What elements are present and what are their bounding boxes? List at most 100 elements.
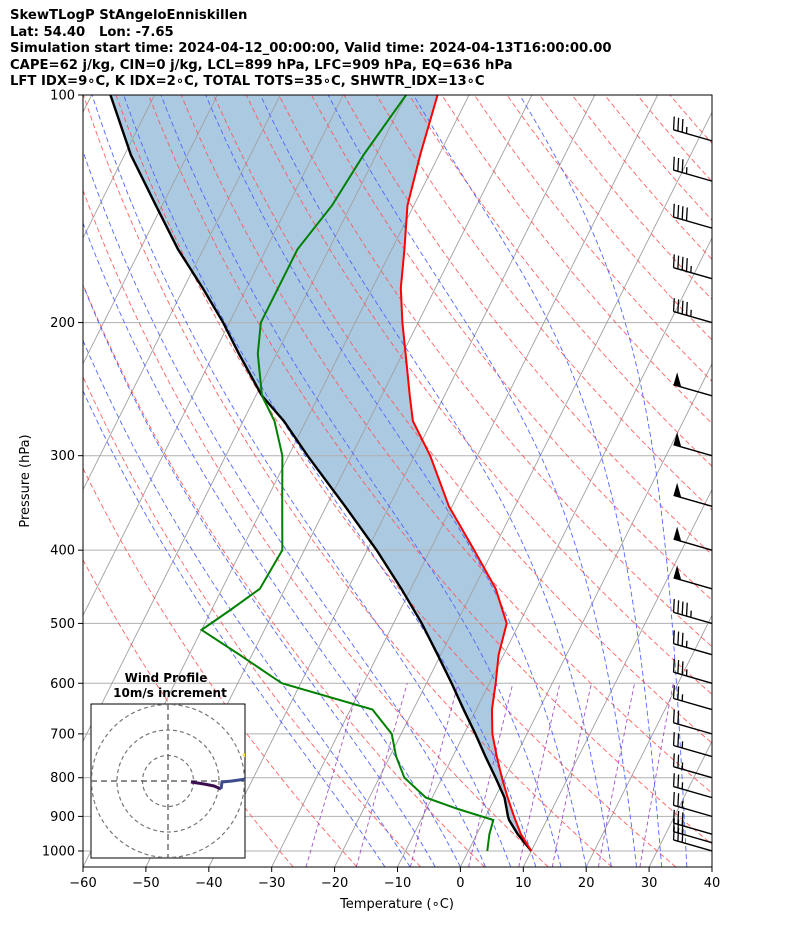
- isotherm-line: [83, 95, 344, 617]
- y-tick-label: 300: [50, 449, 75, 464]
- wind-barb: [672, 791, 713, 818]
- wind-barb-full: [681, 812, 684, 826]
- wind-barb-full: [677, 117, 680, 132]
- wind-barb-full: [681, 632, 684, 647]
- wind-barb-full: [677, 600, 680, 614]
- wind-barb-full: [685, 258, 688, 272]
- x-tick-label: 0: [456, 876, 464, 891]
- header-line-4: CAPE=62 j/kg, CIN=0 j/kg, LCL=899 hPa, L…: [10, 57, 513, 73]
- wind-barb: [673, 526, 713, 551]
- wind-barb: [672, 826, 713, 852]
- wind-barb-flag: [673, 526, 682, 542]
- x-tick-label: −50: [132, 876, 159, 891]
- dry-adiabat-line: [473, 95, 712, 382]
- wind-barb-staff: [673, 785, 713, 799]
- header-line-2: Lat: 54.40 Lon: -7.65: [10, 24, 174, 40]
- wind-barb: [672, 709, 713, 735]
- isotherm-line: [83, 95, 281, 491]
- wind-barb-staff: [673, 642, 713, 656]
- moist-adiabat-line: [413, 95, 663, 867]
- x-axis-label: Temperature (∘C): [339, 897, 454, 912]
- moist-adiabat-line: [83, 389, 386, 867]
- wind-barb-flag: [673, 565, 682, 580]
- isotherm-line: [83, 95, 93, 114]
- wind-barb: [673, 565, 713, 590]
- header-line-3: Simulation start time: 2024-04-12_00:00:…: [10, 41, 612, 56]
- isotherm-line: [271, 95, 659, 867]
- hodograph-trace-high: [242, 752, 245, 758]
- hodograph-area: [91, 704, 245, 858]
- x-tick-label: 10: [515, 876, 532, 891]
- wind-barb-full: [685, 301, 688, 316]
- wind-barb: [672, 753, 713, 779]
- x-tick-label: −20: [321, 876, 348, 891]
- inset-subtitle: 10m/s increment: [113, 686, 227, 700]
- wind-barb-full: [681, 661, 684, 675]
- moist-adiabat-line: [160, 95, 562, 867]
- wind-barb-flag: [673, 482, 682, 498]
- wind-barb-full: [672, 709, 675, 723]
- x-tick-label: 40: [704, 876, 721, 891]
- wind-barb: [673, 482, 713, 507]
- mixing-ratio-line: [597, 683, 635, 867]
- wind-barb: [672, 116, 713, 142]
- wind-barb-full: [672, 773, 675, 787]
- wind-barb-flag: [673, 432, 682, 447]
- dry-adiabat-line: [83, 189, 549, 867]
- y-tick-label: 700: [50, 727, 75, 742]
- wind-barb-full: [677, 810, 680, 825]
- header-line-5: LFT IDX=9∘C, K IDX=2∘C, TOTAL TOTS=35∘C,…: [10, 74, 485, 89]
- wind-barb-full: [677, 754, 680, 768]
- wind-barb-staff: [673, 839, 713, 852]
- hodograph-trace-low: [190, 780, 222, 791]
- isotherm-line: [711, 865, 712, 867]
- dry-adiabat-line: [83, 375, 422, 867]
- isotherm-line: [83, 95, 218, 365]
- isotherm-line: [775, 95, 794, 867]
- isotherm-line: [334, 111, 712, 867]
- temperature-profile-line: [399, 95, 533, 852]
- dry-adiabat-line: [278, 95, 712, 648]
- dry-adiabat-line: [213, 95, 712, 744]
- isotherm-line: [459, 362, 712, 867]
- dry-adiabat-line: [343, 95, 712, 556]
- x-tick-label: −60: [69, 876, 96, 891]
- wind-barb: [672, 156, 713, 182]
- wind-barb-full: [677, 660, 680, 674]
- wind-barb: [673, 372, 713, 397]
- dry-adiabat-line: [604, 95, 712, 221]
- x-tick-label: −40: [195, 876, 222, 891]
- wind-barb-full: [677, 157, 680, 172]
- mixing-ratio-line: [551, 683, 592, 867]
- wind-barb: [672, 630, 713, 656]
- wind-barb-staff: [673, 169, 713, 182]
- wind-barb-full: [672, 685, 675, 699]
- dry-adiabat-line: [669, 95, 712, 145]
- wind-barb-full: [677, 631, 680, 645]
- header-line-1: SkewTLogP StAngeloEnniskillen: [10, 8, 248, 23]
- y-tick-label: 100: [50, 89, 75, 104]
- y-tick-label: 200: [50, 316, 75, 331]
- y-tick-label: 400: [50, 544, 75, 559]
- wind-barb: [672, 809, 713, 835]
- wind-barb-full: [672, 599, 675, 613]
- wind-barb: [672, 599, 713, 625]
- wind-barb: [672, 298, 713, 324]
- wind-barb: [672, 773, 713, 799]
- x-tick-label: −30: [258, 876, 285, 891]
- moist-adiabat-line: [83, 339, 411, 867]
- wind-barb: [672, 658, 713, 684]
- mixing-ratio-line: [468, 683, 514, 867]
- parcel-profile-line: [109, 95, 533, 852]
- dewpoint-profile-line: [199, 95, 495, 852]
- wind-barb-staff: [673, 697, 713, 711]
- dry-adiabat-line: [148, 95, 712, 845]
- wind-barb-staff: [673, 830, 713, 844]
- y-tick-label: 600: [50, 677, 75, 692]
- y-tick-label: 500: [50, 617, 75, 632]
- isotherm-line: [585, 614, 712, 867]
- wind-barb: [672, 685, 713, 711]
- wind-barb: [672, 254, 713, 280]
- dry-adiabat-line: [245, 95, 712, 695]
